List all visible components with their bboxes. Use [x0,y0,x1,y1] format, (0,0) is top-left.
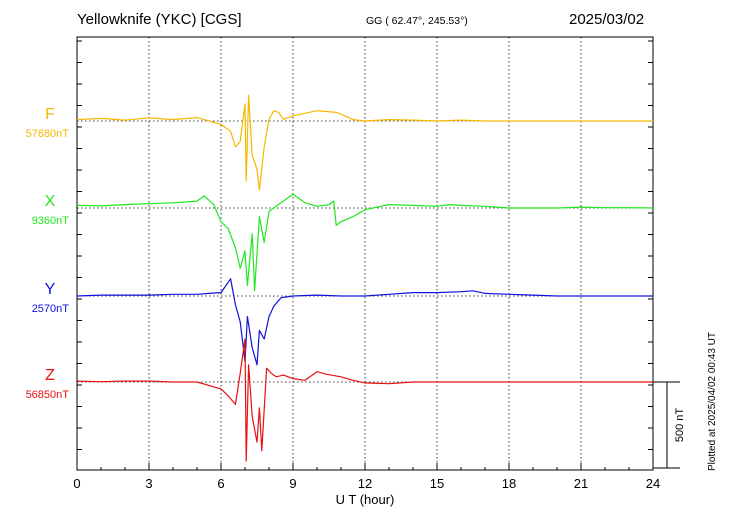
x-tick-label: 9 [289,476,296,491]
x-tick-label: 12 [358,476,372,491]
x-axis-label: U T (hour) [336,492,395,507]
x-tick-label: 0 [73,476,80,491]
x-tick-label: 24 [646,476,660,491]
scale-bar-label: 500 nT [674,408,686,443]
series-line-x [76,193,654,292]
x-tick-label: 6 [217,476,224,491]
baseline-label-f: 57680nT [26,128,70,140]
series-name-x: X [45,193,56,210]
chart-title: Yellowknife (YKC) [CGS] [77,11,242,28]
series-name-z: Z [45,367,55,384]
x-tick-label: 21 [574,476,588,491]
series-name-y: Y [45,281,56,298]
x-tick-label: 15 [430,476,444,491]
baseline-label-x: 9360nT [32,215,70,227]
x-tick-label: 3 [145,476,152,491]
series-name-f: F [45,106,55,123]
series-line-f [76,94,653,191]
baseline-label-z: 56850nT [26,389,70,401]
chart-date: 2025/03/02 [569,11,645,28]
station-coords: GG ( 62.47°, 245.53°) [366,15,468,27]
x-tick-label: 18 [502,476,516,491]
baseline-label-y: 2570nT [32,303,70,315]
series-line-y [76,278,653,366]
series-line-z [76,338,653,462]
